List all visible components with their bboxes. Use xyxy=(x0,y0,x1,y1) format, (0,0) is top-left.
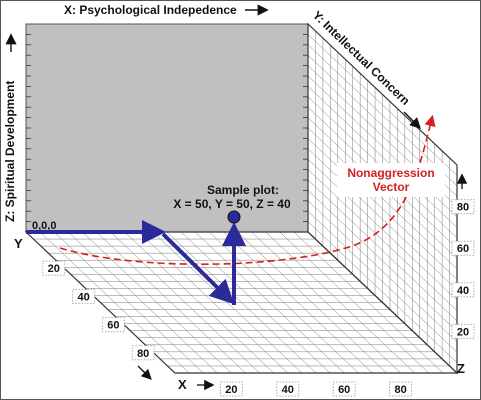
x-tick-label-box xyxy=(332,381,356,397)
z-tick-label: 40 xyxy=(457,285,469,297)
x-tick-label: 80 xyxy=(394,384,406,396)
z-axis-title: Z: Spiritual Development xyxy=(3,81,17,222)
origin-label: 0,0,0 xyxy=(32,220,56,232)
side-grid-line xyxy=(307,86,458,228)
floor-grid-line xyxy=(265,231,415,374)
x-tick-label-box xyxy=(276,381,300,397)
z-tick-label-box xyxy=(451,199,475,215)
x-tick-label: 20 xyxy=(225,384,237,396)
y-tick-label: 60 xyxy=(107,320,119,332)
z-tick-label-box xyxy=(451,282,475,298)
vector-label-bg xyxy=(337,163,445,197)
z-tick-label: 60 xyxy=(457,243,469,255)
floor-grid-line xyxy=(180,231,331,374)
y-tick-labels: 20 40 60 80 xyxy=(42,260,155,361)
side-wall-outline xyxy=(307,22,458,375)
floor-grid-line xyxy=(293,231,444,374)
side-grid-line xyxy=(307,127,458,270)
z-tick-labels: 20 40 60 80 xyxy=(451,199,475,339)
floor-grid-line xyxy=(251,231,401,374)
vector-label-line2: Vector xyxy=(373,180,410,194)
x-tick-labels: 20 40 60 80 xyxy=(219,381,413,397)
x-tick-label: 60 xyxy=(338,384,350,396)
sample-title: Sample plot: xyxy=(207,183,279,197)
floor-grid-line xyxy=(195,231,345,374)
vector-label-line1: Nonaggression xyxy=(347,166,434,180)
x-tick-label-box xyxy=(219,381,243,397)
y-tick-label-box xyxy=(72,288,96,304)
x-axis-letter: X xyxy=(178,377,187,392)
floor-grid-line xyxy=(279,231,429,374)
y-tick-label-box xyxy=(131,345,155,361)
z-tick-label-box xyxy=(451,323,475,339)
side-grid-line xyxy=(307,34,458,176)
sample-coords: X = 50, Y = 50, Z = 40 xyxy=(173,197,291,211)
y-tick-label: 20 xyxy=(48,263,60,275)
y-title-arrow xyxy=(403,111,421,129)
floor-grid-line xyxy=(237,231,387,374)
y-tick-label: 80 xyxy=(137,348,149,360)
side-grid-line xyxy=(307,44,458,186)
sample-point xyxy=(227,210,241,224)
back-wall xyxy=(25,23,309,233)
z-tick-label: 20 xyxy=(457,326,469,338)
y-tick-label: 40 xyxy=(77,291,89,303)
x-axis-title: X: Psychological Indepedence xyxy=(64,3,237,17)
y-tick-label-box xyxy=(42,260,66,276)
x-tick-label-box xyxy=(389,381,413,397)
z-tick-label-box xyxy=(451,240,475,256)
y-tick-label-box xyxy=(101,317,125,333)
floor-grid-line xyxy=(223,231,373,374)
z-axis-letter: Z xyxy=(457,361,465,376)
y-front-arrow xyxy=(137,365,152,380)
back-wall-ticks xyxy=(26,34,308,223)
z-tick-label: 80 xyxy=(457,202,469,214)
path-y-segment xyxy=(161,232,235,305)
y-axis-letter-left: Y xyxy=(14,236,23,251)
x-tick-label: 40 xyxy=(282,384,294,396)
